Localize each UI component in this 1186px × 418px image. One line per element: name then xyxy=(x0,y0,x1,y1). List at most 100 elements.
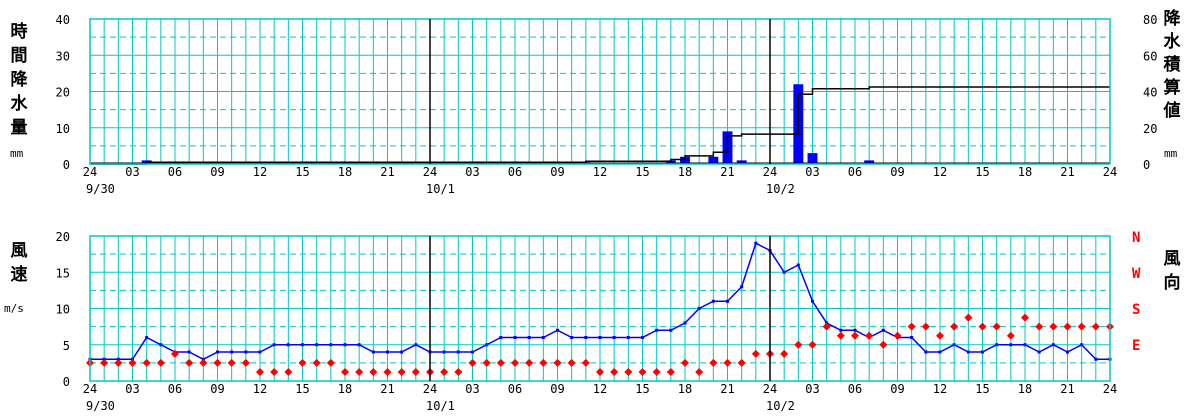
x-tick-label: 09 xyxy=(550,165,564,179)
x-tick-label: 18 xyxy=(678,165,692,179)
x-tick-label: 24 xyxy=(423,382,437,396)
x-tick-label: 15 xyxy=(295,382,309,396)
wind-direction-point xyxy=(964,313,973,322)
x-tick-label: 12 xyxy=(933,382,947,396)
y-left-tick-label: 0 xyxy=(63,375,70,389)
precip-right-unit: mm xyxy=(1164,147,1178,160)
x-tick-label: 12 xyxy=(593,165,607,179)
x-tick-label: 15 xyxy=(975,382,989,396)
wind-speed-point xyxy=(513,336,517,339)
x-tick-label: 15 xyxy=(975,165,989,179)
wind-speed-point xyxy=(655,328,659,332)
wind-chart: 24 03 06 09 12 15 18 21 24 03 06 09 12 15 18 21 24 03 06 09… xyxy=(4,230,1181,413)
wind-direction-point xyxy=(794,340,803,349)
wind-speed-point xyxy=(145,336,149,339)
wind-speed-point xyxy=(371,350,375,354)
wind-speed-point xyxy=(683,321,687,325)
x-tick-label: 09 xyxy=(210,165,224,179)
wind-direction-point xyxy=(723,358,732,367)
wind-direction-point xyxy=(992,322,1001,331)
wind-speed-point xyxy=(910,336,914,339)
wind-direction-point xyxy=(496,358,505,367)
wind-direction-point xyxy=(1077,322,1086,331)
wind-speed-point xyxy=(386,350,389,354)
wind-speed-point xyxy=(159,343,163,347)
x-tick-label: 06 xyxy=(168,382,182,396)
wind-direction-point xyxy=(128,358,137,367)
x-tick-label: 24 xyxy=(423,165,437,179)
wind-speed-point xyxy=(343,343,347,347)
wind-left-label: 風速 m/s xyxy=(4,241,28,315)
precip-bar xyxy=(708,156,719,164)
wind-speed-point xyxy=(456,350,460,354)
plot-frame xyxy=(89,235,1111,382)
x-tick-label: 15 xyxy=(635,382,649,396)
wind-speed-point xyxy=(740,285,744,289)
x-tick-label: 12 xyxy=(933,165,947,179)
wind-speed-point xyxy=(782,270,786,274)
wind-direction-point xyxy=(893,331,902,340)
precip-bar xyxy=(807,153,818,164)
y-left-tick-label: 10 xyxy=(56,303,70,317)
wind-speed-point xyxy=(796,263,800,267)
x-tick-label: 18 xyxy=(338,382,352,396)
precip-bar xyxy=(665,160,676,164)
x-tick-label: 24 xyxy=(763,382,777,396)
x-tick-label: 15 xyxy=(635,165,649,179)
wind-speed-point xyxy=(995,343,999,347)
wind-grid xyxy=(90,236,1110,381)
y-right-tick-label: 20 xyxy=(1143,122,1157,136)
wind-direction-point xyxy=(808,340,817,349)
date-label: 10/2 xyxy=(766,182,795,196)
wind-direction-point xyxy=(865,331,874,340)
x-tick-label: 03 xyxy=(805,382,819,396)
wind-direction-point xyxy=(468,358,477,367)
wind-direction-point xyxy=(298,358,307,367)
wind-speed-point xyxy=(1080,343,1084,347)
wind-speed-point xyxy=(1094,357,1098,361)
wind-direction-point xyxy=(539,358,548,367)
wind-speed-point xyxy=(471,350,474,354)
wind-speed-point xyxy=(811,299,814,303)
precip-bar xyxy=(680,156,690,164)
wind-speed-point xyxy=(626,336,630,339)
wind-direction-point xyxy=(879,340,888,349)
wind-direction-point xyxy=(312,358,321,367)
x-tick-label: 18 xyxy=(678,382,692,396)
direction-label-n: N xyxy=(1132,230,1140,246)
x-tick-label: 24 xyxy=(83,382,97,396)
wind-direction-point xyxy=(553,358,562,367)
wind-direction-point xyxy=(737,358,746,367)
wind-speed-point xyxy=(556,328,559,332)
wind-speed-point xyxy=(952,343,956,347)
x-tick-label: 09 xyxy=(550,382,564,396)
x-tick-label: 12 xyxy=(253,382,267,396)
wind-direction-points xyxy=(86,313,1114,376)
wind-speed-point xyxy=(981,350,984,354)
wind-speed-point xyxy=(1023,343,1027,347)
y-left-tick-label: 5 xyxy=(63,339,70,353)
wind-left-unit: m/s xyxy=(4,302,24,315)
wind-direction-point xyxy=(907,322,916,331)
x-tick-label: 18 xyxy=(1018,382,1032,396)
svg-text:風速: 風速 xyxy=(11,241,28,285)
x-tick-label: 21 xyxy=(1060,382,1074,396)
x-tick-label: 06 xyxy=(848,165,862,179)
y-right-tick-label: 80 xyxy=(1143,13,1157,27)
wind-speed-point xyxy=(216,350,219,354)
wind-direction-point xyxy=(241,358,250,367)
x-tick-label: 24 xyxy=(1103,382,1117,396)
x-tick-label: 21 xyxy=(380,382,394,396)
wind-direction-point xyxy=(695,367,704,376)
wind-direction-point xyxy=(567,358,576,367)
wind-speed-point xyxy=(938,350,942,354)
wind-direction-point xyxy=(397,367,406,376)
wind-direction-point xyxy=(369,367,378,376)
wind-direction-point xyxy=(156,358,165,367)
wind-speed-point xyxy=(1051,343,1055,347)
wind-speed-point xyxy=(230,350,234,354)
precip-bar xyxy=(736,160,747,164)
svg-text:時間降水量: 時間降水量 xyxy=(11,21,29,138)
precip-left-label: 時間降水量 mm xyxy=(10,21,29,160)
